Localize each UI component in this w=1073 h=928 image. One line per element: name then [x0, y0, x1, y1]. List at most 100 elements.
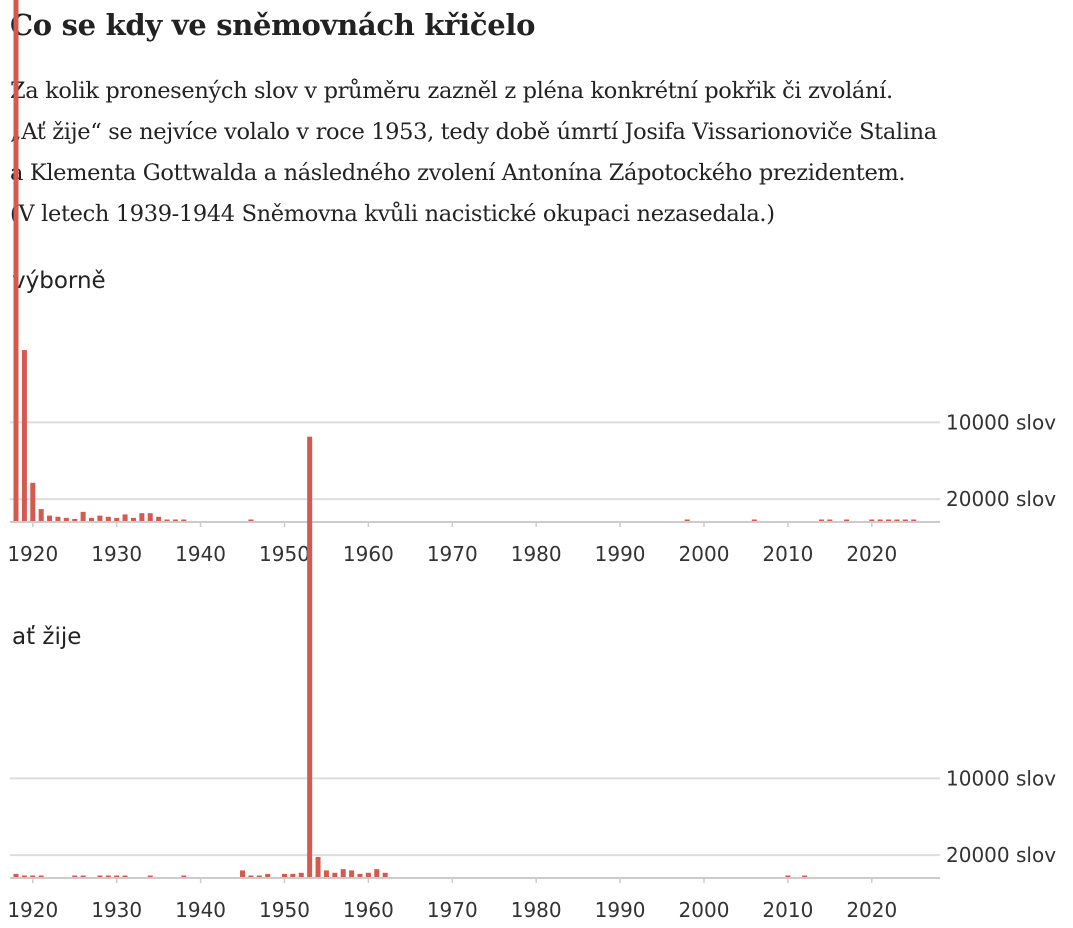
bar-1925 — [72, 518, 78, 521]
bar-1938 — [181, 875, 187, 877]
x-tick-label: 2020 — [846, 898, 897, 922]
bar-1937 — [172, 519, 178, 521]
bar-2024 — [902, 519, 908, 521]
chart-svg: 10000 slov 20000 slov 1920 1930 1940 1950 1960… — [7, 436, 1056, 922]
description-line: „Ať žije“ se nejvíce volalo v roce 1953,… — [10, 119, 937, 145]
bar-1926 — [80, 511, 86, 521]
x-tick-label: 1980 — [511, 542, 562, 566]
bar-1920 — [30, 482, 36, 521]
bar-1951 — [290, 873, 296, 877]
gridline-label: 20000 slov — [946, 843, 1056, 867]
bar-1946 — [248, 519, 254, 521]
bar-1956 — [332, 872, 338, 877]
description-line: (V letech 1939-1944 Sněmovna kvůli nacis… — [10, 201, 775, 227]
bar-1938 — [181, 519, 187, 521]
x-tick-label: 1930 — [91, 542, 142, 566]
bar-1931 — [122, 875, 128, 877]
bar-1926 — [80, 875, 86, 877]
bar-1932 — [130, 517, 136, 521]
bar-2014 — [818, 519, 824, 521]
x-tick-label: 1960 — [343, 898, 394, 922]
bar-1928 — [97, 515, 103, 521]
x-tick-label: 1970 — [427, 898, 478, 922]
bar-2012 — [802, 875, 808, 877]
bar-1922 — [47, 515, 53, 521]
description-line: Za kolik pronesených slov v průměru zazn… — [10, 78, 893, 104]
bar-1953 — [307, 436, 313, 877]
x-tick-label: 1940 — [175, 898, 226, 922]
x-tick-label: 1960 — [343, 542, 394, 566]
x-tick-label: 1990 — [595, 898, 646, 922]
bar-2017 — [844, 519, 850, 521]
x-tick-label: 1940 — [175, 542, 226, 566]
bar-1919 — [21, 350, 27, 521]
bar-1961 — [374, 869, 380, 877]
bar-1918 — [13, 873, 19, 877]
bar-1935 — [156, 516, 162, 521]
x-tick-label: 1990 — [595, 542, 646, 566]
bar-1928 — [97, 875, 103, 877]
bar-1960 — [365, 872, 371, 877]
bar-1934 — [147, 513, 153, 521]
gridline-label: 20000 slov — [946, 487, 1056, 511]
x-tick-label: 2020 — [846, 542, 897, 566]
x-tick-label: 1920 — [7, 542, 58, 566]
x-tick-label: 1980 — [511, 898, 562, 922]
bar-1920 — [30, 875, 36, 877]
bar-1954 — [315, 856, 321, 877]
bar-1919 — [21, 875, 27, 877]
bar-1930 — [114, 875, 120, 877]
x-tick-label: 2000 — [679, 898, 730, 922]
bar-1929 — [105, 516, 111, 521]
bar-1921 — [38, 875, 44, 877]
x-tick-label: 2010 — [762, 898, 813, 922]
bar-1955 — [323, 870, 329, 877]
chart-vyborne: výborně 10000 slov 20000 slov 1920 1930 1940… — [0, 0, 1073, 576]
bar-1946 — [248, 875, 254, 877]
bar-1923 — [55, 516, 61, 521]
bar-1957 — [340, 869, 346, 877]
bar-1945 — [240, 870, 246, 877]
bar-1927 — [89, 517, 95, 521]
bar-1930 — [114, 517, 120, 521]
bar-1998 — [684, 519, 690, 521]
bar-1925 — [72, 875, 78, 877]
bar-2015 — [827, 519, 833, 521]
bar-1959 — [357, 873, 363, 877]
x-tick-label: 2010 — [762, 542, 813, 566]
bar-2006 — [751, 519, 757, 521]
bar-1931 — [122, 514, 128, 521]
chart-description: Za kolik pronesených slov v průměru zazn… — [10, 71, 1070, 235]
bar-1950 — [281, 873, 287, 877]
chart-svg: 10000 slov 20000 slov 1920 1930 1940 1950 1960… — [7, 0, 1056, 566]
x-tick-label: 1950 — [259, 542, 310, 566]
chart-title: Co se kdy ve sněmovnách křičelo — [10, 8, 536, 42]
gridline-label: 10000 slov — [946, 410, 1056, 434]
bar-1924 — [63, 517, 69, 521]
bar-1948 — [265, 873, 271, 877]
x-tick-label: 2000 — [679, 542, 730, 566]
bar-1936 — [164, 519, 170, 521]
bar-1947 — [256, 875, 262, 877]
bar-2010 — [785, 875, 791, 877]
bar-2025 — [911, 519, 917, 521]
x-tick-label: 1920 — [7, 898, 58, 922]
bar-1934 — [147, 875, 153, 877]
bar-2023 — [894, 519, 900, 521]
chart-at-zije: ať žije 10000 slov 20000 slov 1920 1930 1940… — [0, 436, 1073, 928]
bar-2020 — [869, 519, 875, 521]
description-line: a Klementa Gottwalda a následného zvolen… — [10, 160, 906, 186]
x-tick-label: 1950 — [259, 898, 310, 922]
bar-1918 — [13, 0, 19, 521]
bar-1952 — [298, 872, 304, 877]
chart-label: výborně — [12, 268, 106, 294]
chart-label: ať žije — [12, 624, 82, 650]
bar-1929 — [105, 875, 111, 877]
bar-1921 — [38, 509, 44, 521]
bar-2022 — [886, 519, 892, 521]
bar-1958 — [349, 870, 355, 877]
x-tick-label: 1970 — [427, 542, 478, 566]
bar-1962 — [382, 872, 388, 877]
bar-1933 — [139, 513, 145, 521]
x-tick-label: 1930 — [91, 898, 142, 922]
